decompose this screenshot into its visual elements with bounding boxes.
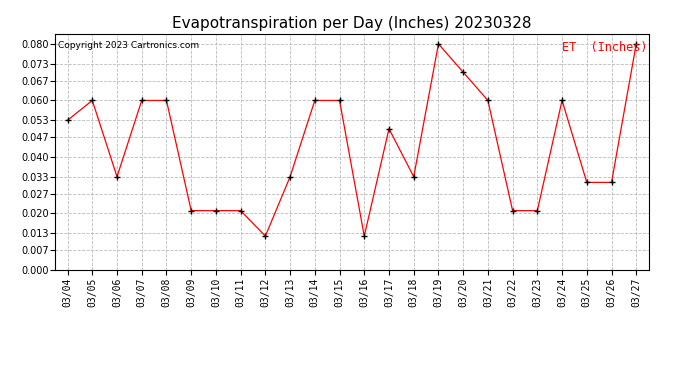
Text: ET  (Inches): ET (Inches) <box>562 41 647 54</box>
Title: Evapotranspiration per Day (Inches) 20230328: Evapotranspiration per Day (Inches) 2023… <box>172 16 532 31</box>
Text: Copyright 2023 Cartronics.com: Copyright 2023 Cartronics.com <box>58 41 199 50</box>
